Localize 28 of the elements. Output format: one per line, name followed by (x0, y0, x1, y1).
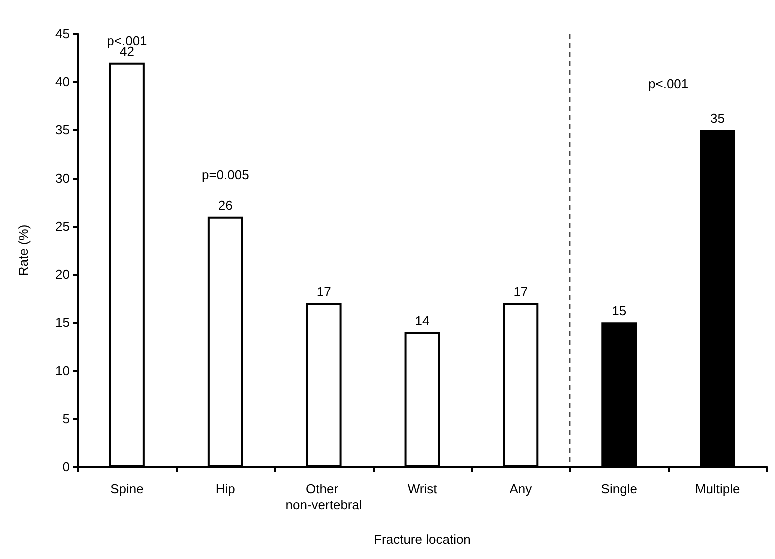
annotation: p<.001 (107, 33, 148, 48)
x-tick-label: Hip (216, 482, 236, 496)
data-label: 26 (218, 198, 233, 213)
annotation: p=0.005 (202, 167, 250, 182)
data-label: 35 (710, 111, 726, 126)
y-tick-label: 35 (56, 122, 70, 138)
annotation: p<.001 (648, 76, 689, 92)
y-tick-label: 0 (62, 460, 70, 474)
data-label: 17 (514, 284, 528, 300)
y-tick-label: 25 (56, 218, 70, 234)
x-tick-label: Wrist (408, 482, 438, 496)
y-tick-label: 5 (62, 411, 70, 426)
x-axis-title: Fracture location (374, 532, 471, 547)
x-tick-label: Spine (110, 482, 144, 496)
y-tick-label: 40 (56, 74, 70, 90)
y-tick-label: 30 (56, 170, 70, 186)
data-label: 15 (612, 304, 627, 319)
x-tick-label: Any (510, 482, 533, 496)
y-tick-label: 45 (56, 26, 70, 42)
x-tick-label: Other non-vertebral (286, 482, 362, 512)
y-axis-title: Rate (%) (16, 224, 31, 276)
y-tick-label: 20 (56, 267, 70, 282)
x-tick-label: Multiple (695, 482, 740, 496)
data-label: 14 (415, 313, 430, 328)
y-tick-label: 10 (56, 363, 70, 378)
data-label: 17 (316, 284, 332, 300)
y-tick-label: 15 (56, 315, 70, 330)
x-tick-label: Single (601, 482, 638, 496)
